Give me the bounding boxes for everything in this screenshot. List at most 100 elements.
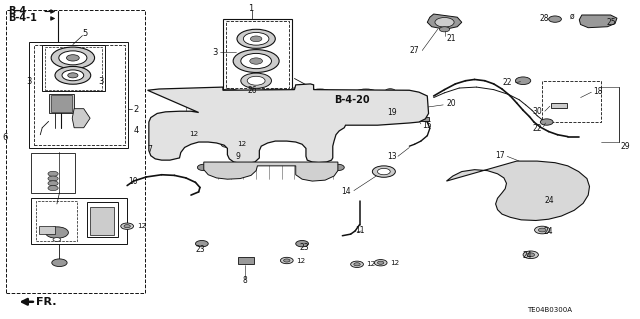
Circle shape bbox=[352, 89, 380, 103]
Text: 12: 12 bbox=[390, 260, 399, 266]
Bar bbox=[542, 81, 601, 122]
Circle shape bbox=[59, 51, 87, 65]
Circle shape bbox=[52, 259, 67, 267]
Polygon shape bbox=[148, 84, 429, 163]
Circle shape bbox=[156, 144, 175, 154]
Bar bbox=[39, 226, 55, 234]
Circle shape bbox=[548, 16, 561, 22]
Circle shape bbox=[534, 226, 550, 234]
Text: ø: ø bbox=[570, 12, 574, 21]
Text: B-4-20: B-4-20 bbox=[334, 95, 370, 105]
Circle shape bbox=[402, 103, 415, 109]
Circle shape bbox=[540, 119, 553, 125]
Circle shape bbox=[215, 89, 243, 103]
Circle shape bbox=[186, 117, 196, 122]
Text: 18: 18 bbox=[593, 87, 603, 96]
Circle shape bbox=[212, 88, 223, 93]
Circle shape bbox=[250, 36, 262, 42]
Circle shape bbox=[62, 70, 84, 81]
Circle shape bbox=[48, 181, 58, 186]
Circle shape bbox=[268, 92, 283, 100]
Text: 24: 24 bbox=[545, 196, 554, 205]
Polygon shape bbox=[579, 15, 617, 28]
Circle shape bbox=[332, 164, 344, 171]
Text: 13: 13 bbox=[387, 152, 397, 161]
Circle shape bbox=[45, 227, 68, 238]
Circle shape bbox=[372, 166, 396, 177]
Text: 19: 19 bbox=[387, 108, 397, 117]
Text: 20: 20 bbox=[447, 100, 456, 108]
Text: 23: 23 bbox=[300, 243, 309, 252]
Text: 7: 7 bbox=[148, 145, 153, 154]
Circle shape bbox=[515, 77, 531, 85]
Text: TE04B0300A: TE04B0300A bbox=[527, 308, 573, 313]
Circle shape bbox=[51, 47, 95, 69]
Text: FR.: FR. bbox=[36, 297, 56, 307]
Circle shape bbox=[161, 147, 170, 152]
Text: 24: 24 bbox=[522, 251, 532, 260]
Text: 21: 21 bbox=[447, 34, 456, 43]
Circle shape bbox=[378, 261, 384, 264]
Bar bbox=[45, 47, 102, 90]
Circle shape bbox=[195, 241, 208, 247]
Polygon shape bbox=[428, 14, 462, 29]
Circle shape bbox=[440, 27, 450, 32]
Circle shape bbox=[237, 29, 275, 48]
Circle shape bbox=[176, 132, 182, 136]
Text: 9: 9 bbox=[236, 152, 241, 161]
Bar bbox=[238, 257, 254, 264]
Text: 24: 24 bbox=[543, 227, 553, 236]
Text: B-4-1: B-4-1 bbox=[8, 13, 37, 24]
Circle shape bbox=[241, 73, 271, 88]
Text: 1: 1 bbox=[248, 4, 253, 13]
Circle shape bbox=[233, 50, 279, 72]
Text: 28: 28 bbox=[539, 14, 548, 23]
Circle shape bbox=[280, 257, 293, 264]
Text: 12: 12 bbox=[189, 131, 198, 137]
Circle shape bbox=[541, 195, 556, 202]
Bar bbox=[51, 95, 72, 113]
Bar bbox=[31, 197, 127, 244]
Text: 12: 12 bbox=[296, 257, 306, 263]
Circle shape bbox=[243, 33, 269, 45]
Circle shape bbox=[197, 164, 210, 171]
Circle shape bbox=[284, 259, 290, 262]
Polygon shape bbox=[447, 161, 589, 220]
Circle shape bbox=[296, 241, 308, 247]
Text: 23: 23 bbox=[195, 245, 205, 254]
Circle shape bbox=[545, 196, 552, 200]
Circle shape bbox=[241, 53, 271, 69]
Circle shape bbox=[179, 114, 202, 125]
Circle shape bbox=[221, 141, 234, 147]
Text: 3: 3 bbox=[212, 48, 218, 57]
Text: 10: 10 bbox=[129, 177, 138, 186]
Circle shape bbox=[48, 176, 58, 181]
Bar bbox=[226, 21, 289, 88]
Circle shape bbox=[259, 90, 272, 96]
Bar bbox=[31, 153, 75, 193]
Bar bbox=[551, 103, 567, 108]
Text: 27: 27 bbox=[410, 46, 419, 56]
Circle shape bbox=[354, 263, 360, 266]
Circle shape bbox=[48, 171, 58, 176]
Bar bbox=[49, 94, 74, 114]
Text: 17: 17 bbox=[495, 151, 505, 160]
Circle shape bbox=[247, 76, 265, 85]
Circle shape bbox=[67, 55, 79, 61]
Bar bbox=[223, 19, 292, 90]
Bar bbox=[415, 117, 429, 122]
Circle shape bbox=[351, 261, 364, 268]
Polygon shape bbox=[204, 162, 338, 181]
Circle shape bbox=[538, 228, 546, 232]
Text: 12: 12 bbox=[137, 223, 146, 229]
Bar bbox=[87, 202, 118, 237]
Circle shape bbox=[414, 107, 424, 112]
Text: 3: 3 bbox=[26, 77, 31, 86]
Text: 12: 12 bbox=[237, 141, 246, 147]
Circle shape bbox=[378, 168, 390, 175]
Text: 4: 4 bbox=[134, 126, 139, 135]
Circle shape bbox=[374, 260, 387, 266]
Circle shape bbox=[385, 89, 396, 94]
Circle shape bbox=[68, 73, 78, 78]
Circle shape bbox=[124, 225, 131, 228]
